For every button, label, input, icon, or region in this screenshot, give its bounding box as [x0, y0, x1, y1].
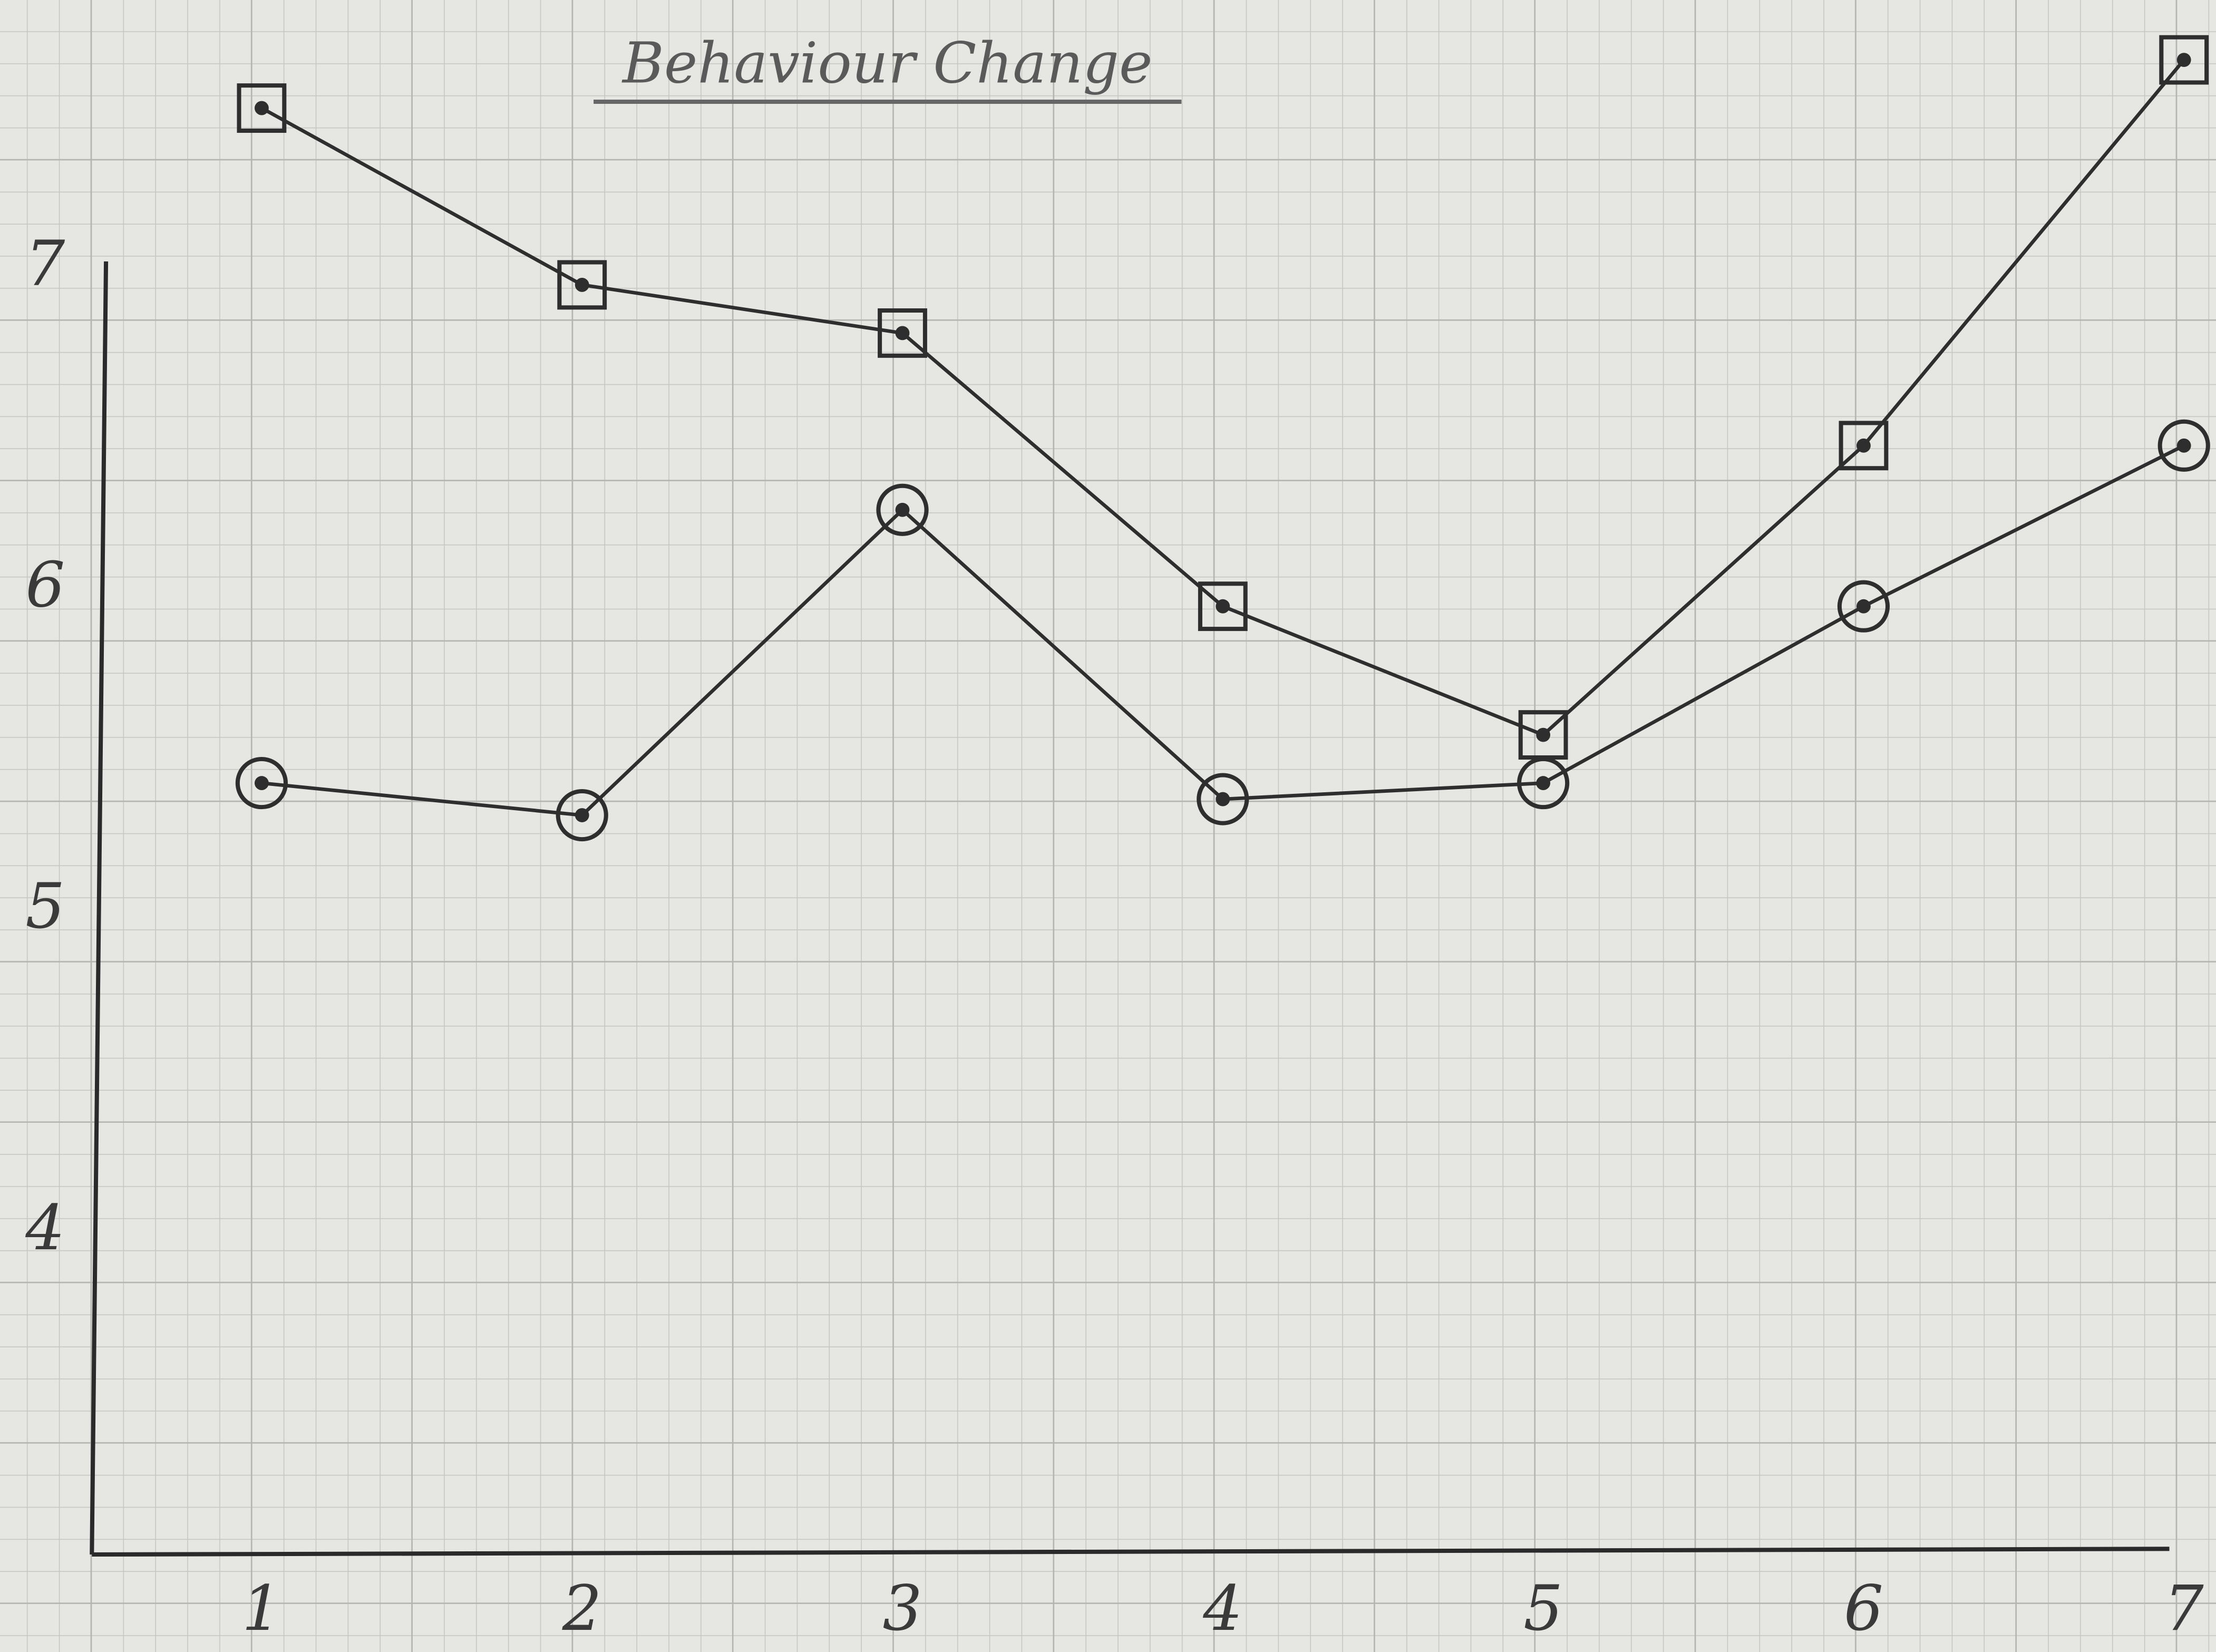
circle-marker: [235, 756, 288, 810]
x-tick-label: 4: [1202, 1572, 1242, 1645]
point-dot: [1536, 727, 1551, 742]
x-tick-label: 6: [1844, 1572, 1883, 1645]
y-tick-label: 6: [25, 549, 65, 621]
point-dot: [255, 101, 269, 115]
point-dot: [2176, 438, 2191, 453]
y-tick-label: 4: [25, 1192, 65, 1264]
circle-marker: [1517, 756, 1570, 810]
x-tick-label: 3: [882, 1572, 922, 1645]
point-dot: [1536, 776, 1551, 790]
square-marker: [878, 308, 927, 358]
chart-title: Behaviour Change: [621, 30, 1152, 96]
point-dot: [575, 278, 589, 292]
square-marker: [557, 260, 607, 310]
y-tick-label: 5: [25, 870, 65, 942]
circle-marker: [2157, 419, 2210, 472]
square-marker: [1198, 581, 1248, 631]
y-tick-label: 7: [25, 228, 65, 300]
y-axis: [90, 261, 109, 1555]
x-tick-label: 5: [1523, 1572, 1563, 1645]
x-tick-label: 2: [562, 1572, 602, 1645]
point-dot: [1857, 438, 1871, 453]
circle-marker: [556, 789, 608, 842]
x-tick-label: 1: [242, 1572, 281, 1645]
x-tick-label: 7: [2164, 1572, 2204, 1645]
square-marker: [1839, 421, 1889, 471]
circle-marker: [1837, 580, 1890, 633]
point-dot: [895, 326, 910, 341]
x-axis: [92, 1547, 2170, 1557]
circle-marker: [1197, 773, 1249, 825]
point-dot: [1216, 792, 1230, 806]
circle-marker: [876, 483, 929, 536]
point-dot: [895, 502, 910, 517]
point-dot: [1857, 599, 1871, 614]
point-dot: [575, 808, 589, 822]
square-marker: [2159, 35, 2209, 85]
square-marker: [237, 83, 287, 133]
point-dot: [2176, 53, 2191, 67]
point-dot: [255, 776, 269, 790]
point-dot: [1216, 599, 1230, 614]
